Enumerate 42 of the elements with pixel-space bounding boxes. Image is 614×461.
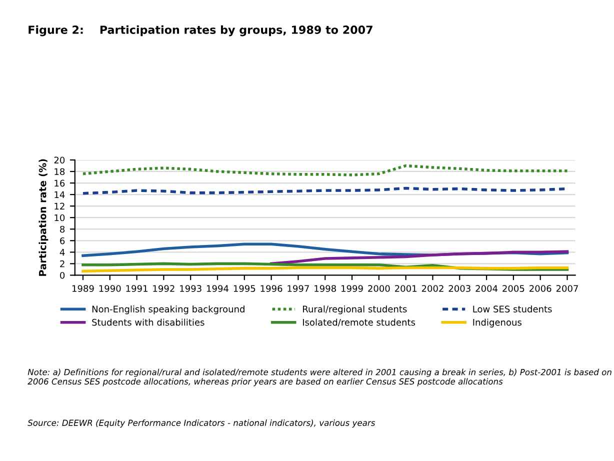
chart-title: Figure 2: Participation rates by groups, 1989 to 2007 xyxy=(28,25,372,36)
legend-label: Students with disabilities xyxy=(92,318,204,326)
y-tick-label: 4 xyxy=(60,249,65,256)
y-tick-label: 20 xyxy=(54,156,65,164)
y-tick-label: 8 xyxy=(60,226,65,233)
x-tick-label: 2005 xyxy=(502,285,524,292)
x-tick-label: 2000 xyxy=(368,285,390,292)
x-tick-label: 1998 xyxy=(314,285,336,292)
line-series xyxy=(270,250,569,266)
x-tick-label: 1989 xyxy=(72,285,94,292)
legend-label: Indigenous xyxy=(473,318,522,328)
y-tick-label: 16 xyxy=(54,180,65,187)
y-tick-label: 14 xyxy=(54,191,65,198)
x-tick-label: 2007 xyxy=(556,285,578,292)
text: Note: a) Definitions for regional/rural and isolated/remote students were altered in 2001 causing a break in series, b) Post-2001 is based on 2006 Census SES postcode allocations, whereas prior years are based on earlier Census SES postcode allocations xyxy=(28,368,612,386)
x-tick-label: 1997 xyxy=(288,285,309,292)
legend-label: Rural/regional students xyxy=(303,305,407,314)
y-tick-label: 6 xyxy=(60,237,65,244)
x-tick-label: 2001 xyxy=(395,285,416,292)
x-tick-label: 1992 xyxy=(153,285,174,292)
x-tick-label: 2002 xyxy=(422,285,444,292)
x-tick-label: 1995 xyxy=(234,285,256,292)
y-tick-label: 2 xyxy=(60,260,64,268)
x-tick-label: 1996 xyxy=(260,285,282,292)
legend-label: Low SES students xyxy=(473,305,552,312)
legend-label: Non-English speaking background xyxy=(92,305,244,314)
legend-label: Isolated/remote students xyxy=(303,318,416,326)
y-tick-label: 0 xyxy=(60,272,65,279)
y-tick-label: 10 xyxy=(54,214,65,222)
y-axis-title: Participation rate (%) xyxy=(38,159,48,276)
x-tick-label: 1999 xyxy=(342,285,363,292)
y-tick-label: 12 xyxy=(54,202,64,210)
x-tick-label: 1994 xyxy=(207,285,228,292)
x-tick-label: 1993 xyxy=(180,285,202,292)
y-tick-label: 18 xyxy=(54,168,65,176)
x-tick-label: 2003 xyxy=(448,285,470,292)
x-tick-label: 1990 xyxy=(99,285,121,292)
x-tick-label: 2004 xyxy=(476,285,498,292)
x-tick-label: 2006 xyxy=(530,285,552,292)
x-tick-label: 1991 xyxy=(126,285,148,292)
line-series xyxy=(82,164,569,176)
source-note: Source: DEEWR (Equity Performance Indicators - national indicators), various years xyxy=(28,420,376,428)
